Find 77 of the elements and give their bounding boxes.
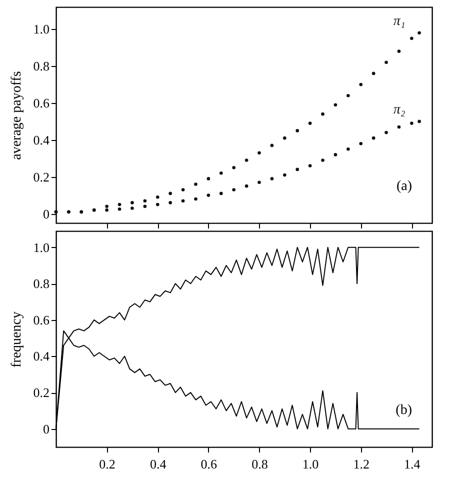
point — [143, 199, 147, 202]
point — [359, 142, 363, 146]
point — [308, 164, 312, 168]
y-tick-label: 0 — [43, 421, 50, 436]
point — [105, 204, 108, 208]
point — [206, 177, 210, 180]
point — [244, 158, 248, 162]
point — [308, 122, 312, 125]
point — [410, 122, 414, 125]
point — [346, 94, 350, 98]
y-tick-label: 1.0 — [33, 22, 50, 37]
point — [397, 50, 401, 53]
point — [181, 199, 185, 202]
point — [219, 172, 223, 175]
point — [156, 196, 160, 199]
point — [168, 201, 172, 204]
point — [130, 206, 134, 210]
point — [270, 177, 274, 180]
point — [296, 129, 300, 132]
point — [296, 168, 300, 172]
point — [372, 136, 376, 140]
point — [219, 192, 223, 196]
series-label: π₁ — [393, 14, 406, 29]
y-tick-label: 0.2 — [33, 169, 50, 184]
point — [232, 188, 236, 192]
point — [321, 112, 324, 116]
annotation: (a) — [396, 179, 412, 194]
point — [418, 31, 421, 34]
point — [118, 208, 122, 211]
point — [232, 166, 236, 170]
x-tick-label: 1.4 — [404, 456, 421, 472]
x-tick-label: 0.4 — [150, 456, 167, 472]
point — [130, 201, 134, 204]
point — [410, 36, 414, 40]
point — [194, 197, 198, 201]
x-tick-label: 0.2 — [99, 456, 116, 472]
point — [384, 60, 388, 64]
point — [334, 103, 338, 106]
y-axis-title: average payoffs — [9, 71, 24, 160]
x-tick-label: 0.6 — [200, 456, 218, 472]
y-tick-label: 1.0 — [33, 240, 50, 255]
annotation: (b) — [396, 403, 412, 418]
point — [258, 151, 261, 154]
point — [105, 208, 108, 212]
point — [244, 184, 248, 188]
point — [194, 182, 198, 186]
y-tick-label: 0.8 — [33, 276, 50, 292]
point — [206, 194, 210, 197]
y-axis-title: frequency — [9, 312, 24, 368]
point — [334, 153, 338, 156]
y-tick-label: 0.2 — [33, 385, 50, 400]
y-tick-label: 0 — [43, 206, 50, 222]
point — [143, 204, 147, 208]
point — [321, 158, 324, 162]
x-tick-label: 0.8 — [252, 456, 268, 472]
point — [258, 180, 261, 184]
x-tick-label: 1.2 — [353, 456, 370, 472]
point — [418, 120, 421, 124]
point — [270, 144, 274, 148]
point — [384, 130, 388, 134]
point — [168, 192, 172, 196]
x-tick-label: 1.0 — [302, 456, 319, 472]
y-tick-label: 0.6 — [33, 312, 50, 328]
y-tick-label: 0.4 — [33, 132, 50, 148]
point — [372, 72, 376, 76]
point — [397, 125, 401, 129]
y-tick-label: 0.8 — [33, 58, 50, 74]
point — [346, 148, 350, 151]
series-label: π₂ — [393, 102, 406, 118]
point — [282, 173, 286, 177]
point — [156, 202, 160, 206]
point — [359, 82, 363, 86]
y-tick-label: 0.4 — [33, 348, 50, 364]
y-tick-label: 0.6 — [33, 96, 50, 110]
point — [181, 188, 185, 192]
point — [118, 202, 122, 206]
point — [282, 136, 286, 140]
